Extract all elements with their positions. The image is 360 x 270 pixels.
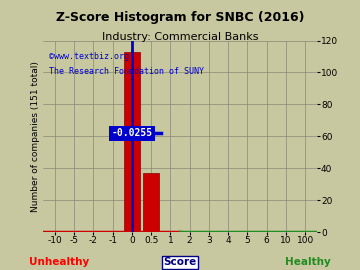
- Text: Unhealthy: Unhealthy: [29, 257, 89, 267]
- Bar: [124, 52, 140, 232]
- Text: Healthy: Healthy: [285, 257, 331, 267]
- Bar: [143, 173, 159, 232]
- Text: The Research Foundation of SUNY: The Research Foundation of SUNY: [49, 67, 204, 76]
- Text: Industry: Commercial Banks: Industry: Commercial Banks: [102, 32, 258, 42]
- Y-axis label: Number of companies (151 total): Number of companies (151 total): [31, 61, 40, 212]
- Text: Score: Score: [163, 257, 197, 267]
- Text: Z-Score Histogram for SNBC (2016): Z-Score Histogram for SNBC (2016): [56, 11, 304, 24]
- Text: -0.0255: -0.0255: [111, 128, 152, 138]
- Text: ©www.textbiz.org: ©www.textbiz.org: [49, 52, 129, 61]
- Bar: [86, 231, 101, 232]
